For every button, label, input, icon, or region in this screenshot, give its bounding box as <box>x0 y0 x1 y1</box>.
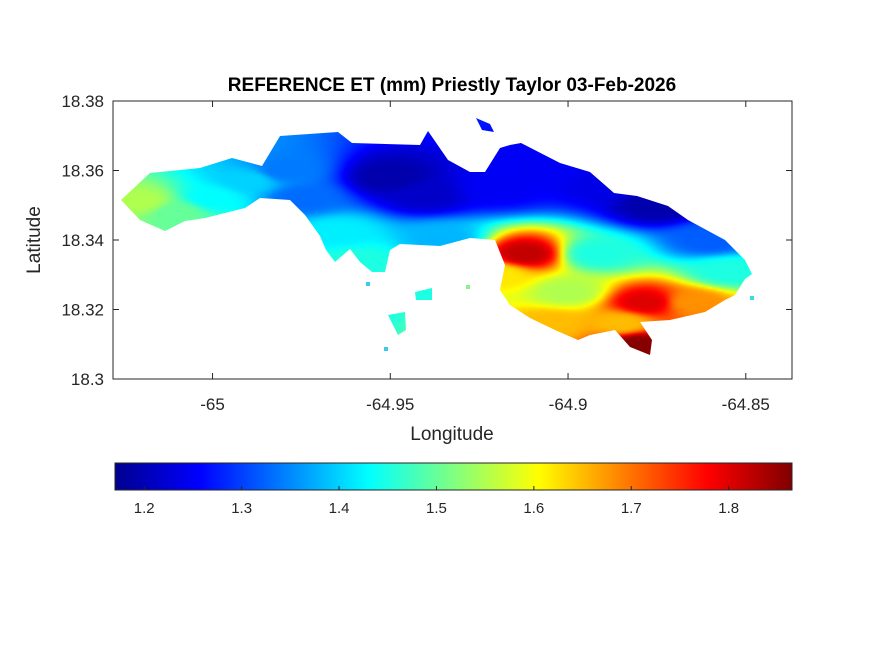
island-fragment <box>750 296 754 300</box>
y-tick-label: 18.32 <box>61 301 104 320</box>
x-tick-label: -64.9 <box>549 395 588 414</box>
colorbar-tick-label: 1.7 <box>621 500 642 517</box>
x-tick-label: -64.85 <box>722 395 770 414</box>
island-fragment <box>384 347 388 351</box>
y-axis: 18.3 18.32 18.34 18.36 18.38 <box>61 92 792 389</box>
y-tick-label: 18.34 <box>61 231 104 250</box>
colorbar-tick-label: 1.2 <box>134 500 155 517</box>
chart-title: REFERENCE ET (mm) Priestly Taylor 03-Feb… <box>228 75 676 96</box>
y-axis-label: Latitude <box>24 206 45 274</box>
x-axis: -65 -64.95 -64.9 -64.85 <box>200 101 770 414</box>
y-tick-label: 18.36 <box>61 162 104 181</box>
x-axis-label: Longitude <box>410 424 493 445</box>
x-tick-label: -65 <box>200 395 225 414</box>
island-fragment <box>466 285 470 289</box>
colorbar-tick-label: 1.8 <box>718 500 739 517</box>
colorbar-tick-label: 1.4 <box>329 500 350 517</box>
colorbar-tick-label: 1.3 <box>231 500 252 517</box>
colorbar-tick-label: 1.5 <box>426 500 447 517</box>
y-tick-label: 18.3 <box>71 370 104 389</box>
colorbar-ticks: 1.2 1.3 1.4 1.5 1.6 1.7 1.8 <box>134 486 739 517</box>
colorbar-tick-label: 1.6 <box>523 500 544 517</box>
y-tick-label: 18.38 <box>61 92 104 111</box>
island-fragment <box>366 282 370 286</box>
colorbar <box>114 462 793 491</box>
x-tick-label: -64.95 <box>366 395 414 414</box>
